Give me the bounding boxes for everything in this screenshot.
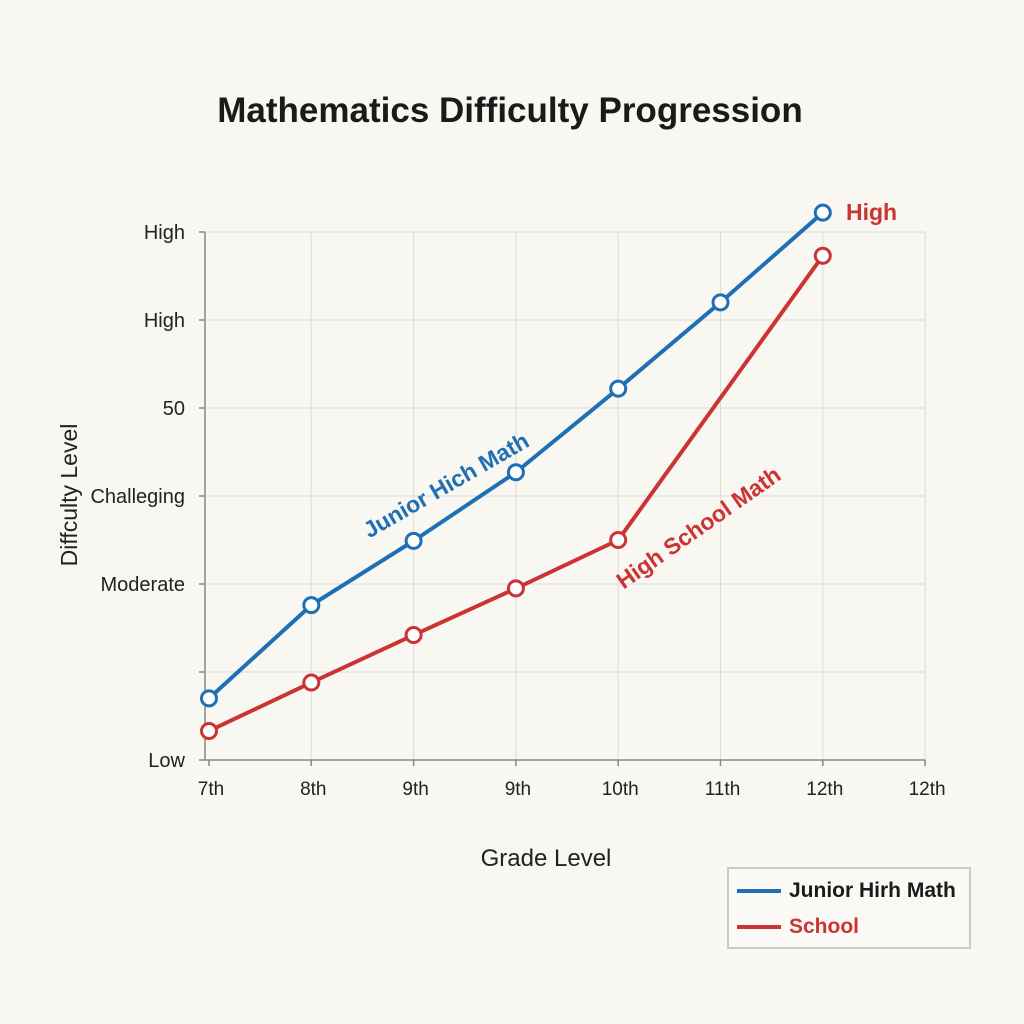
y-tick-label: Moderate: [101, 574, 186, 596]
grid: [205, 231, 926, 761]
legend-label: School: [789, 915, 860, 938]
y-tick-label: High: [144, 222, 185, 244]
x-tick-label: 8th: [300, 779, 326, 800]
data-point: [200, 721, 218, 740]
data-point: [506, 463, 525, 482]
y-tick-label: 50: [163, 398, 185, 420]
data-point: [404, 626, 423, 645]
legend-swatch: [737, 925, 781, 929]
annotation-high-school: High School Math: [611, 461, 785, 594]
x-tick-label: 9th: [402, 779, 428, 800]
x-tick-label: 7th: [198, 779, 224, 800]
data-point: [609, 379, 628, 398]
series-lines: [200, 203, 832, 740]
y-tick-label: Challeging: [90, 486, 185, 508]
annotation-high: High: [846, 199, 897, 225]
annotation-junior-high: Junior Hich Math: [359, 427, 534, 543]
legend-swatch: [737, 889, 781, 893]
data-point: [200, 689, 218, 708]
legend-item-junior: Junior Hirh Math: [737, 879, 956, 903]
x-tick-label: 9th: [505, 779, 531, 800]
legend: Junior Hirh Math School: [727, 867, 971, 949]
chart-title: Mathematics Difficulty Progression: [217, 91, 802, 130]
axes: Low Moderate Challeging 50 High High 7th 8th 9th…: [90, 222, 945, 800]
y-tick-label: Low: [148, 750, 185, 772]
legend-item-school: School: [737, 915, 859, 939]
y-axis-label: Diffculty Level: [56, 424, 82, 567]
data-point: [302, 596, 321, 615]
x-tick-label: 12th: [806, 779, 843, 800]
series-line: [208, 254, 825, 733]
data-point: [711, 293, 730, 312]
data-point: [813, 203, 832, 222]
x-tick-label: 11th: [705, 779, 741, 800]
data-point: [609, 531, 628, 549]
data-point: [302, 673, 321, 692]
x-tick-label: 10th: [602, 779, 639, 800]
data-point: [506, 579, 525, 598]
x-tick-label: 12th: [909, 779, 946, 800]
legend-label: Junior Hirh Math: [789, 879, 956, 902]
data-point: [404, 531, 423, 550]
x-axis-label: Grade Level: [481, 845, 612, 872]
data-point: [813, 246, 832, 265]
y-tick-label: High: [144, 310, 185, 332]
